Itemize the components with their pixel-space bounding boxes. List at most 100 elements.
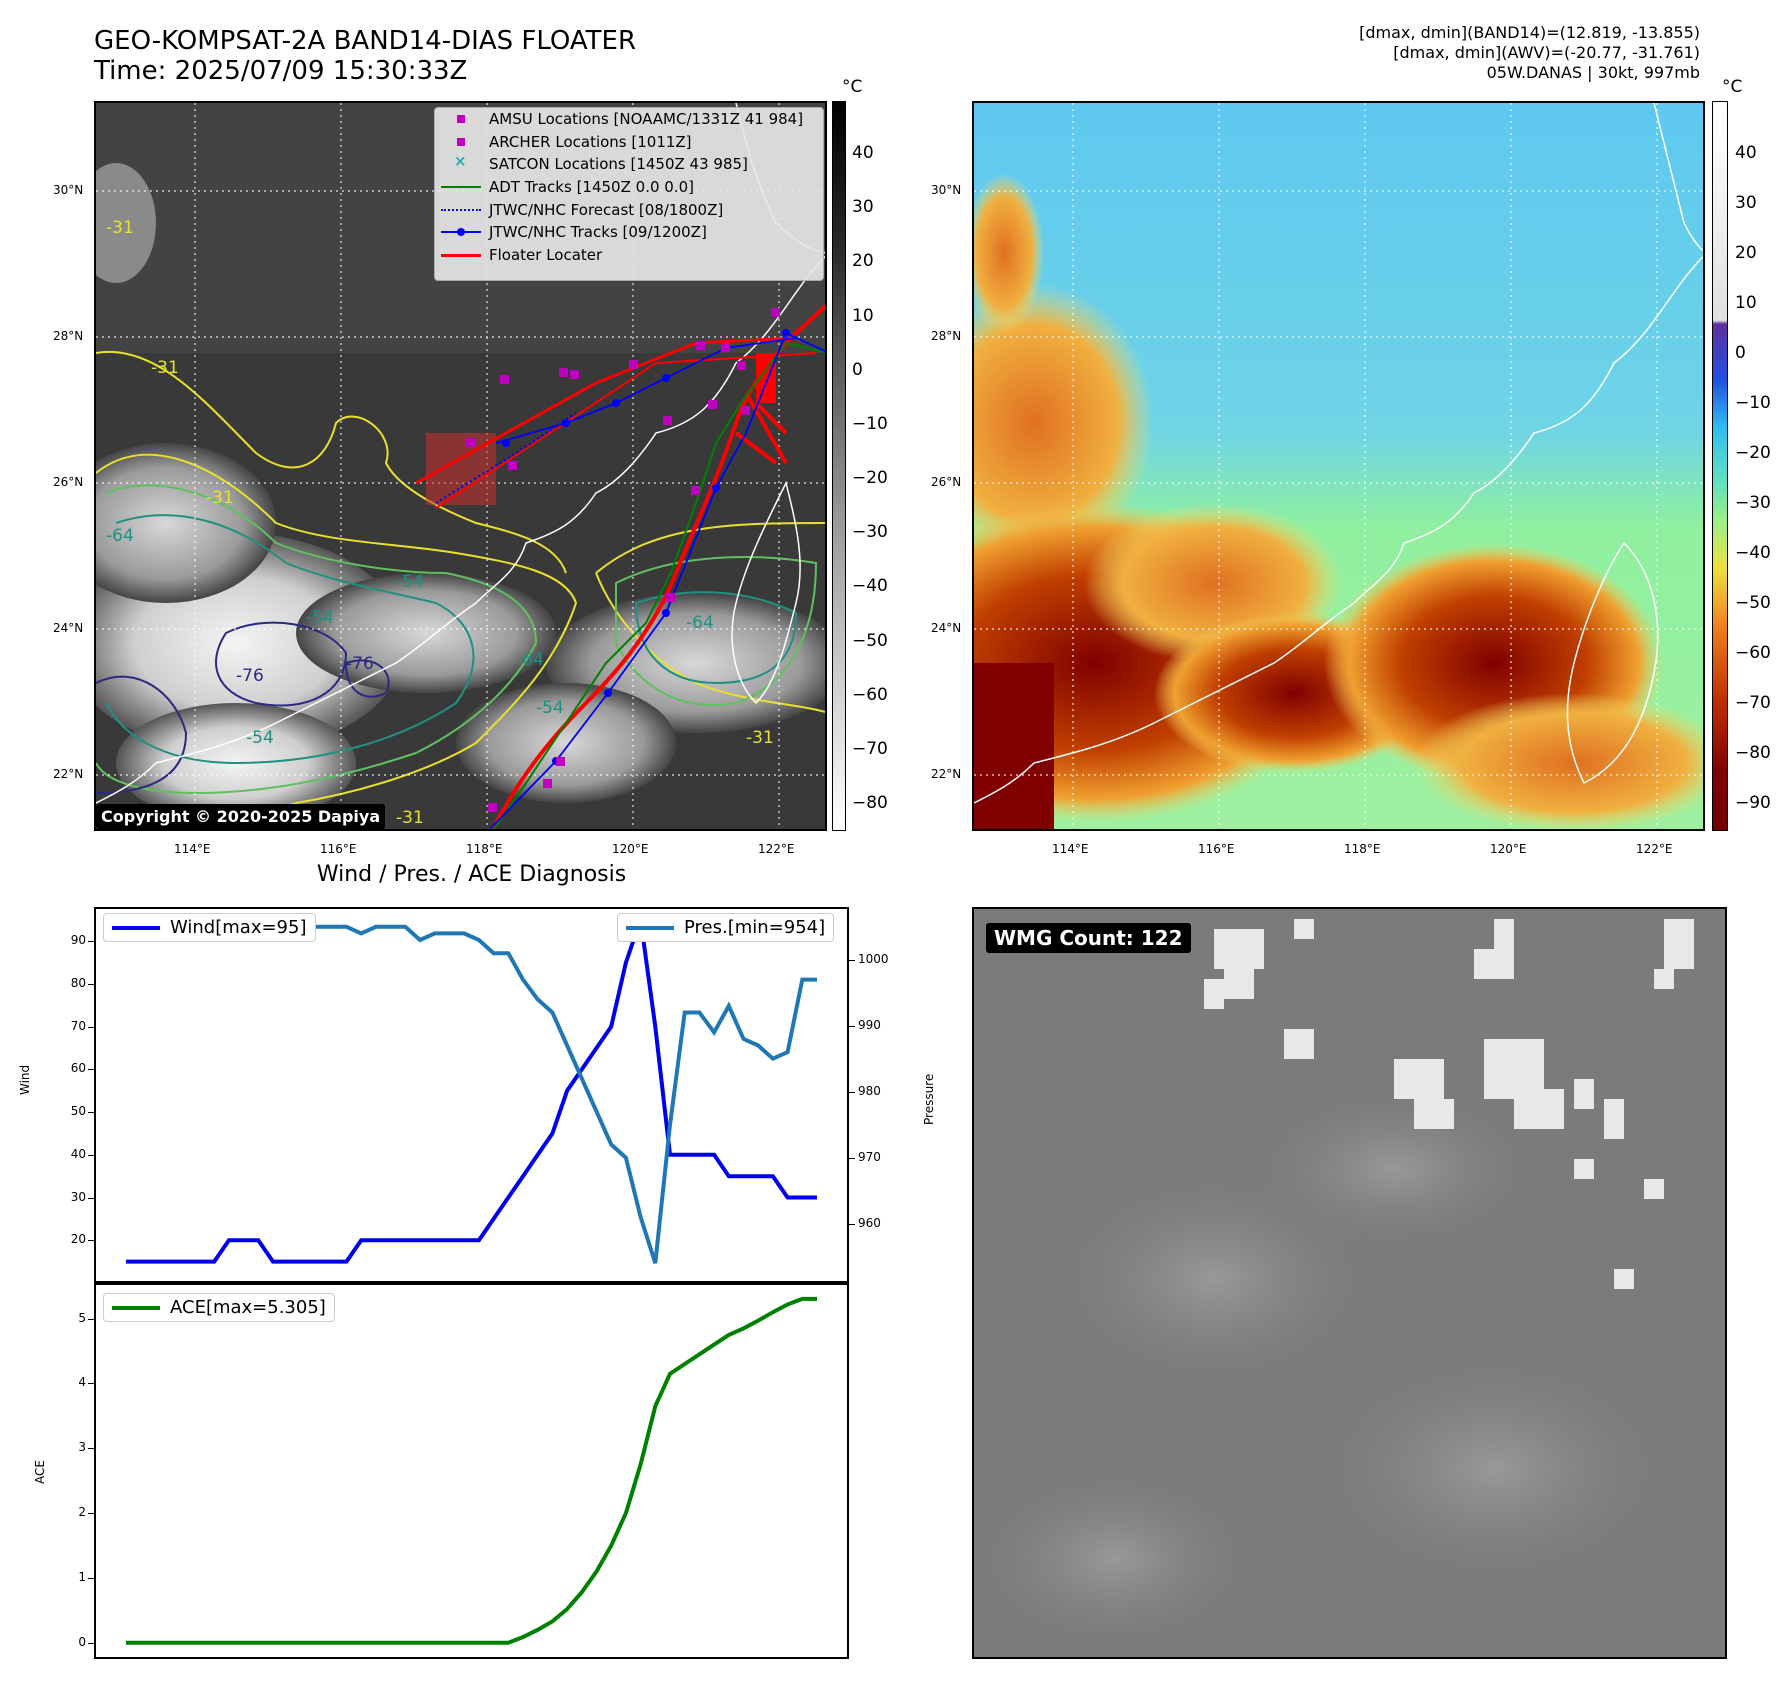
ace-tick: 4 [78,1375,86,1390]
jtwc-forecast [435,412,577,504]
legend-jtwc-tracks: JTWC/NHC Tracks [09/1200Z] [435,221,823,244]
ace-tick-mark [88,1448,94,1450]
wind-tick: 20 [70,1232,86,1247]
wv-satellite-panel [972,101,1705,831]
contour-label: -31 [151,358,179,378]
pressure-tick: 970 [858,1149,881,1164]
ir-colorbar [832,101,846,831]
pressure-tick-mark [849,959,855,961]
ace-axis-label: ACE [33,1460,47,1484]
wind-axis-label: Wind [18,1064,32,1095]
floater-cluster [756,353,776,403]
contour-label: -76 [236,666,264,686]
info-awv: [dmax, dmin](AWV)=(-20.77, -31.761) [1393,43,1700,62]
ir-lon-label: 114°E [174,842,211,856]
wind-tick-mark [88,1069,94,1071]
diag-title: Wind / Pres. / ACE Diagnosis [316,862,627,887]
ir-colorbar-tick: −70 [852,738,888,759]
ace-legend-swatch [112,1305,160,1310]
wv-lon-label: 120°E [1490,842,1527,856]
wv-lat-label: 22°N [931,767,962,781]
wmg-panel: WMG Count: 122 [972,907,1727,1659]
wv-colorbar-tick: −70 [1735,693,1771,713]
wind-tick-mark [88,1240,94,1242]
pressure-axis-label: Pressure [922,1073,936,1125]
pressure-legend: Pres.[min=954] [617,913,835,942]
wv-colorbar-unit: °C [1722,77,1743,97]
copyright-badge: Copyright © 2020-2025 Dapiya [96,804,386,829]
wind-tick: 70 [70,1018,86,1033]
legend-floater: Floater Locater [435,244,823,267]
ir-colorbar-tick: −10 [852,413,888,434]
ace-tick: 3 [78,1440,86,1455]
ir-lat-label: 26°N [53,475,84,489]
ir-lon-label: 118°E [466,842,503,856]
wind-tick: 80 [70,975,86,990]
contour-label: -54 [536,698,564,718]
wv-lat-label: 26°N [931,475,962,489]
legend-satcon: × SATCON Locations [1450Z 43 985] [454,152,748,174]
wv-colorbar-tick: −30 [1735,493,1771,513]
info-band14: [dmax, dmin](BAND14)=(12.819, -13.855) [1359,23,1700,42]
wind-series-line [126,919,817,1264]
wv-colorbar-tick: −50 [1735,593,1771,613]
wv-colorbar [1712,101,1728,831]
ir-legend: AMSU Locations [NOAAMC/1331Z 41 984] ARC… [434,107,824,281]
wv-lon-label: 116°E [1198,842,1235,856]
wind-tick: 90 [70,933,86,948]
contour-label: -64 [686,613,714,633]
ir-lat-label: 24°N [53,621,84,635]
contour-label: -54 [306,608,334,628]
pressure-tick-mark [849,1157,855,1159]
ir-lon-label: 116°E [320,842,357,856]
ace-tick-mark [88,1642,94,1644]
wv-colorbar-tick: 20 [1735,243,1757,263]
wind-legend-label: Wind[max=95] [170,917,307,938]
ace-tick-mark [88,1318,94,1320]
pressure-legend-swatch [626,925,674,930]
wv-lon-label: 118°E [1344,842,1381,856]
wv-colorbar-tick: 10 [1735,293,1757,313]
wind-tick: 50 [70,1104,86,1119]
pressure-tick: 990 [858,1017,881,1032]
ir-colorbar-tick: 20 [852,251,874,272]
wv-lon-label: 114°E [1052,842,1089,856]
ir-colorbar-tick: −30 [852,522,888,543]
wv-colorbar-tick: −90 [1735,793,1771,813]
ace-tick-mark [88,1513,94,1515]
wv-colorbar-tick: −80 [1735,743,1771,763]
legend-amsu: AMSU Locations [NOAAMC/1331Z 41 984] [435,108,823,131]
contour-label: -64 [106,526,134,546]
ir-colorbar-tick: 30 [852,197,874,218]
legend-adt: ADT Tracks [1450Z 0.0 0.0] [435,176,823,199]
info-storm: 05W.DANAS | 30kt, 997mb [1486,63,1700,82]
ir-colorbar-unit: °C [842,77,863,97]
wv-colorbar-tick: −60 [1735,643,1771,663]
contour-label: -64 [516,650,544,670]
ir-colorbar-tick: 0 [852,359,863,380]
floater-track-2 [415,336,797,485]
wind-tick-mark [88,1026,94,1028]
adt-track [492,341,825,829]
ace-tick: 2 [78,1505,86,1520]
ace-tick: 0 [78,1634,86,1649]
ir-colorbar-tick: 10 [852,305,874,326]
ir-colorbar-tick: −80 [852,793,888,813]
wv-colorbar-tick: 30 [1735,193,1757,213]
ir-colorbar-tick: −40 [852,576,888,597]
figure-time: Time: 2025/07/09 15:30:33Z [94,56,468,86]
ace-tick-mark [88,1577,94,1579]
jtwc-track [490,331,825,829]
ir-lat-label: 22°N [53,767,84,781]
wind-tick-mark [88,941,94,943]
wind-tick: 30 [70,1189,86,1204]
wv-colorbar-tick: −40 [1735,543,1771,563]
wmg-count-badge: WMG Count: 122 [986,923,1191,953]
wv-lat-label: 30°N [931,183,962,197]
ir-colorbar-tick: −60 [852,684,888,705]
legend-jtwc-forecast: JTWC/NHC Forecast [08/1800Z] [435,198,823,221]
ir-satellite-panel: -31 -31 -31 -31 -31 -64 -54 -54 -64 -54 … [94,101,827,831]
wind-tick: 40 [70,1146,86,1161]
ace-series-line [126,1296,817,1645]
ace-plot [94,1283,849,1659]
